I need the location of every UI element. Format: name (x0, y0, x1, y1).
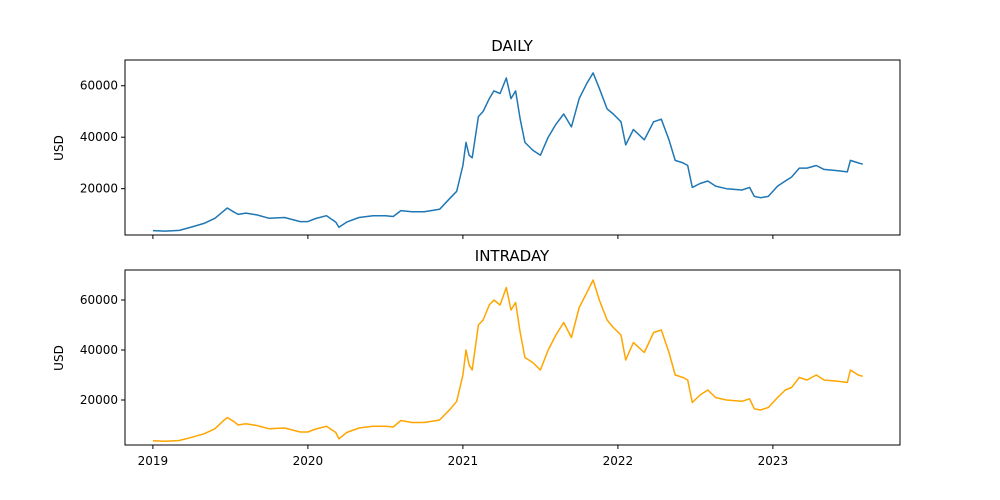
daily-panel: DAILY USD 20000 40000 60000 (52, 37, 901, 239)
intraday-xtick-label: 2020 (293, 454, 324, 468)
intraday-axes-frame (124, 269, 901, 446)
daily-ytick-label: 60000 (80, 79, 118, 93)
daily-ytick-label: 40000 (80, 130, 118, 144)
intraday-plot-area (152, 279, 864, 443)
daily-title: DAILY (491, 37, 533, 55)
intraday-xtick-label: 2022 (603, 454, 634, 468)
daily-axes-frame (124, 59, 901, 236)
intraday-ytick-label: 60000 (80, 293, 118, 307)
intraday-xtick-label: 2021 (448, 454, 479, 468)
intraday-ytick-label: 40000 (80, 343, 118, 357)
intraday-xtick-label: 2023 (758, 454, 789, 468)
intraday-xtick-label: 2019 (138, 454, 169, 468)
intraday-panel: INTRADAY USD 20000 40000 60000 2019 2020 2021… (52, 247, 901, 468)
daily-ytick-label: 20000 (80, 182, 118, 196)
intraday-title: INTRADAY (475, 247, 550, 265)
daily-ylabel: USD (52, 135, 66, 161)
intraday-price-line (152, 279, 864, 443)
intraday-ytick-label: 20000 (80, 393, 118, 407)
daily-price-line (152, 72, 864, 232)
intraday-ylabel: USD (52, 345, 66, 371)
daily-plot-area (152, 72, 864, 232)
